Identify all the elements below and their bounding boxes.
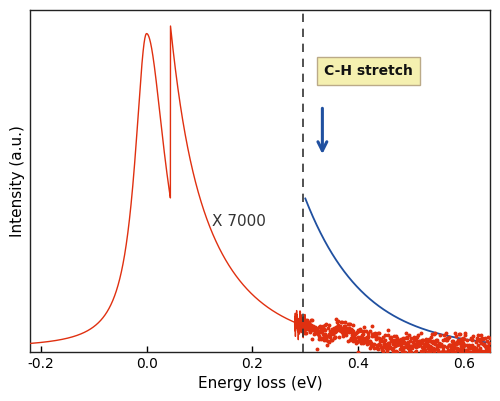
Text: X 7000: X 7000 <box>212 215 266 229</box>
Text: C-H stretch: C-H stretch <box>324 64 413 78</box>
X-axis label: Energy loss (eV): Energy loss (eV) <box>198 376 322 391</box>
Y-axis label: Intensity (a.u.): Intensity (a.u.) <box>10 125 24 237</box>
